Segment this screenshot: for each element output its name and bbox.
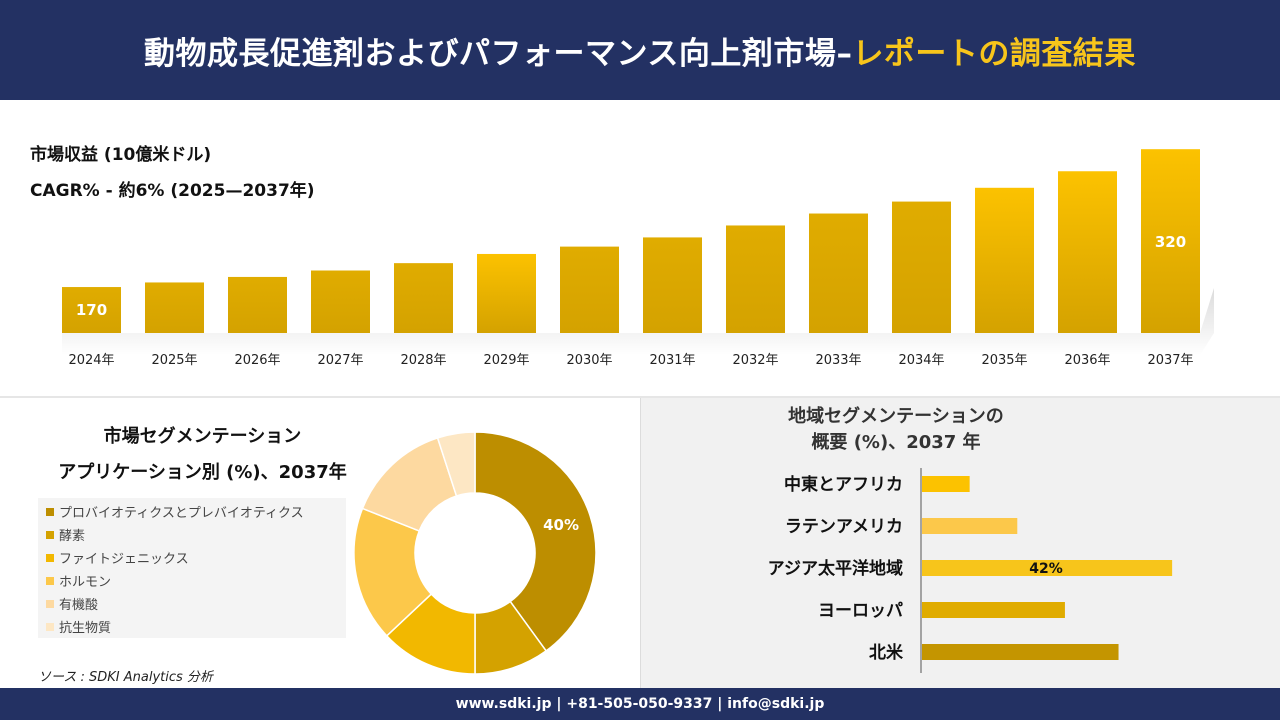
donut-slice [436, 431, 476, 497]
revenue-panel: 市場収益 (10億米ドル) CAGR% - 約6% (2025—2037年) 2… [0, 100, 1280, 395]
x-tick-label: 2036年 [1064, 353, 1110, 368]
header-banner: 動物成長促進剤およびパフォーマンス向上剤市場–レポートの調査結果 [0, 0, 1280, 100]
bar-data-label: 320 [1155, 233, 1186, 251]
legend-item: ホルモン [38, 569, 346, 592]
donut-data-label: 40% [543, 516, 579, 534]
revenue-bar [975, 187, 1034, 333]
bar-shadow [62, 288, 1214, 355]
legend-item: 抗生物質 [38, 615, 346, 638]
revenue-bar [809, 213, 868, 333]
legend-swatch [46, 553, 54, 562]
revenue-bar [726, 225, 785, 333]
x-tick-label: 2028年 [400, 353, 446, 368]
section-divider [0, 396, 1280, 398]
region-segment-panel: 地域セグメンテーションの 概要 (%)、2037 年 中東とアフリカ ラテンアメリ… [641, 398, 1280, 688]
x-tick-label: 2024年 [68, 353, 114, 368]
region-category-label: ヨーロッパ [818, 601, 903, 621]
x-tick-label: 2027年 [317, 353, 363, 368]
x-tick-label: 2031年 [649, 353, 695, 368]
legend-label: ファイトジェニックス [59, 552, 189, 567]
x-tick-label: 2034年 [898, 353, 944, 368]
application-donut-chart: 40% [353, 431, 597, 675]
region-data-label: 42% [1029, 561, 1063, 577]
donut-slice [474, 431, 597, 652]
revenue-label: 市場収益 (10億米ドル) [30, 145, 212, 165]
revenue-bar [892, 201, 951, 333]
revenue-bar [394, 263, 453, 333]
title-main: 動物成長促進剤およびパフォーマンス向上剤市場 [144, 35, 837, 72]
x-tick-label: 2029年 [483, 353, 529, 368]
region-bar [922, 602, 1065, 618]
revenue-bar [1058, 171, 1117, 333]
legend-label: 酵素 [59, 529, 86, 544]
legend-item: プロバイオティクスとプレバイオティクス [38, 500, 346, 523]
region-bar [922, 476, 970, 492]
bar-data-label: 170 [76, 301, 107, 319]
revenue-bar [145, 282, 204, 333]
application-segment-panel: 市場セグメンテーション アプリケーション別 (%)、2037年 プロバイオティク… [0, 398, 640, 688]
legend-swatch [46, 599, 54, 608]
title-separator: – [836, 35, 853, 72]
segmentation-subtitle: アプリケーション別 (%)、2037年 [58, 462, 347, 483]
region-category-label: 中東とアフリカ [784, 474, 903, 495]
region-bar [922, 518, 1018, 534]
revenue-bar [62, 287, 121, 333]
donut-legend: プロバイオティクスとプレバイオティクス 酵素ファイトジェニックス ホルモン有機酸抗生… [38, 498, 346, 638]
legend-label: ホルモン [59, 575, 112, 590]
legend-item: 酵素 [38, 523, 346, 546]
revenue-bar-chart: 2024年 2025年 2026年 2027年 2028年 2029年 2030年 2031年… [62, 149, 1214, 368]
revenue-bar [560, 246, 619, 333]
x-tick-label: 2032年 [732, 353, 778, 368]
source-note: ソース : SDKI Analytics 分析 [38, 670, 213, 685]
legend-item: ファイトジェニックス [38, 546, 346, 569]
segmentation-title: 市場セグメンテーション [103, 426, 302, 447]
legend-swatch [46, 530, 54, 539]
x-tick-label: 2030年 [566, 353, 612, 368]
region-title-line1: 地域セグメンテーションの [788, 406, 1004, 427]
footer-contact: www.sdki.jp | +81-505-050-9337 | info@sd… [455, 696, 825, 712]
revenue-bar [477, 253, 536, 333]
legend-label: 有機酸 [59, 598, 99, 613]
region-title-line2: 概要 (%)、2037 年 [811, 432, 981, 453]
x-tick-label: 2026年 [234, 353, 280, 368]
revenue-bar [228, 276, 287, 333]
x-tick-label: 2035年 [981, 353, 1027, 368]
title-accent: レポートの調査結果 [852, 35, 1136, 72]
panel-divider [640, 398, 641, 688]
region-bar [922, 644, 1119, 660]
legend-swatch [46, 507, 54, 516]
page-title: 動物成長促進剤およびパフォーマンス向上剤市場–レポートの調査結果 [144, 28, 1136, 73]
legend-swatch [46, 576, 54, 585]
x-tick-label: 2025年 [151, 353, 197, 368]
legend-item: 有機酸 [38, 592, 346, 615]
region-category-label: 北米 [869, 642, 904, 663]
region-bar [922, 560, 1173, 576]
revenue-bar [1141, 149, 1200, 333]
legend-label: プロバイオティクスとプレバイオティクス [59, 506, 304, 521]
footer-banner: www.sdki.jp | +81-505-050-9337 | info@sd… [0, 688, 1280, 720]
revenue-bar [311, 270, 370, 333]
region-category-label: ラテンアメリカ [785, 517, 903, 537]
x-tick-label: 2037年 [1147, 353, 1193, 368]
legend-swatch [46, 622, 54, 631]
x-tick-label: 2033年 [815, 353, 861, 368]
revenue-bar [643, 237, 702, 333]
legend-label: 抗生物質 [59, 621, 112, 636]
cagr-label: CAGR% - 約6% (2025—2037年) [30, 181, 315, 201]
region-title: 地域セグメンテーションの 概要 (%)、2037 年 [641, 404, 1151, 456]
region-category-label: アジア太平洋地域 [768, 558, 903, 579]
